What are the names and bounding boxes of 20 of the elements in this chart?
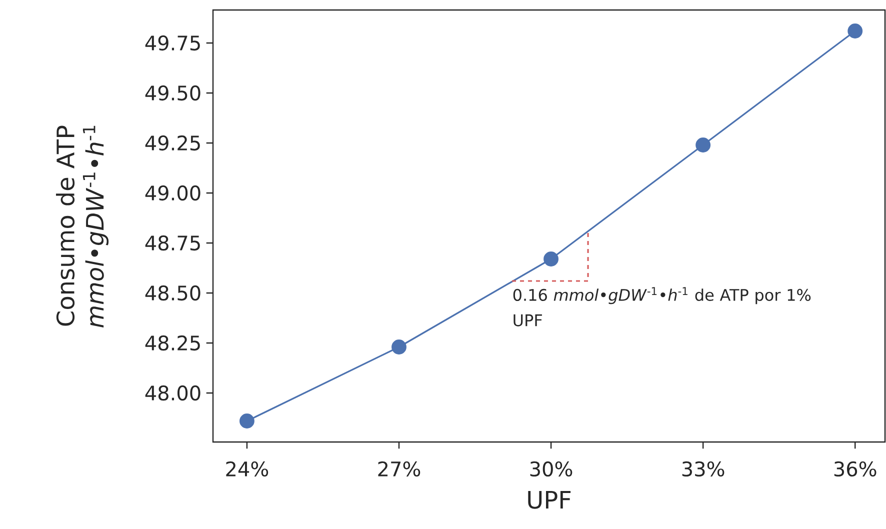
y-tick-label: 49.75 [145, 35, 200, 51]
point [848, 24, 863, 38]
y-tick-label: 48.00 [145, 385, 200, 401]
x-axis-title: UPF [528, 490, 571, 509]
y-tick-label: 49.25 [145, 135, 200, 151]
x-tick-label: 36% [834, 461, 876, 477]
x-tick-label: 24% [226, 461, 268, 477]
x-tick-label: 33% [682, 461, 724, 477]
y-tick-label: 49.00 [145, 185, 200, 201]
text: 0.16 mmol•gDW$^{-1}$•h$^{-1}$ de ATP por 1% UPF [513, 287, 811, 326]
y-tick-label: 49.50 [145, 85, 200, 101]
y-tick-label: 48.25 [145, 335, 200, 351]
point [696, 138, 711, 152]
y-tick-label: 48.50 [145, 285, 200, 301]
point [544, 252, 558, 266]
point [239, 414, 254, 428]
point [392, 340, 406, 354]
x-tick-label: 30% [530, 461, 572, 477]
y-tick-label: 48.75 [145, 235, 200, 251]
x-tick-label: 27% [378, 461, 420, 477]
